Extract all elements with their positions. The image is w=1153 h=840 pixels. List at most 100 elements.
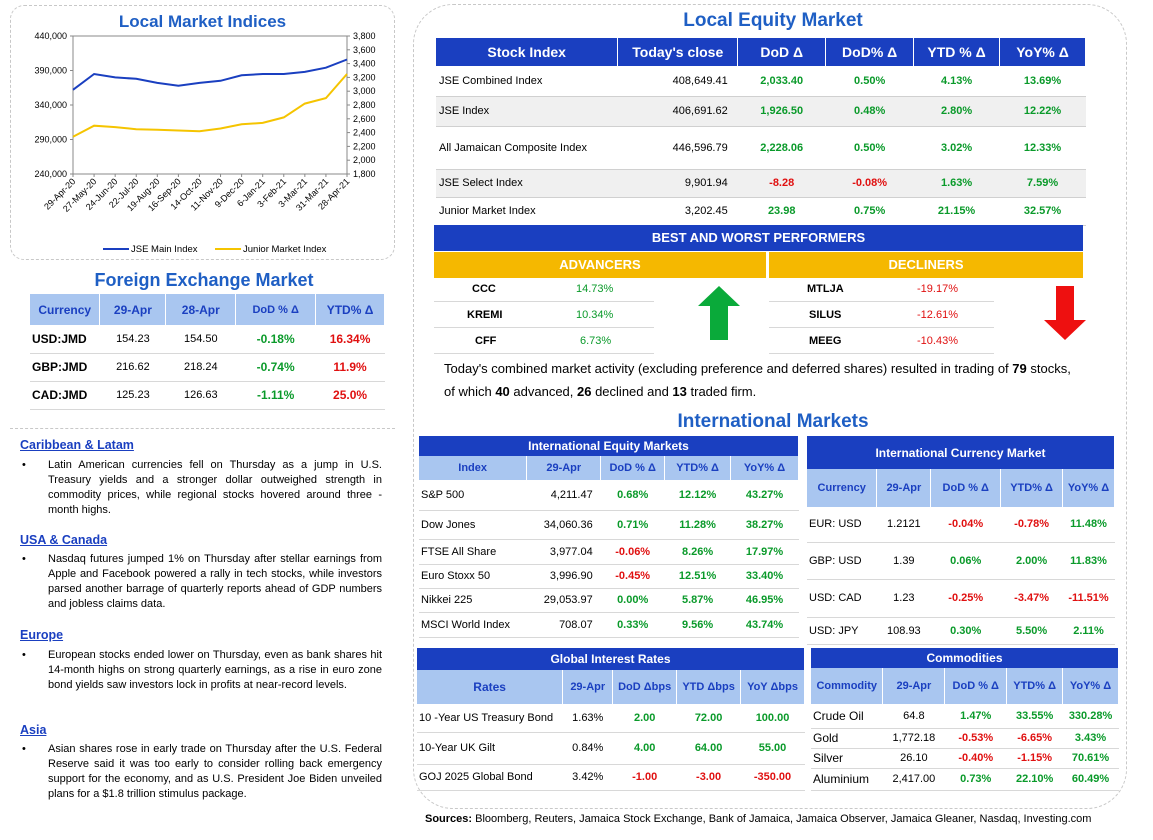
local-equity-table: Stock Index Today's close DoD Δ DoD% Δ Y… — [436, 38, 1086, 226]
equity-header: Today's close — [617, 38, 739, 66]
table-row: S&P 500 4,211.47 0.68% 12.12% 43.27% — [419, 480, 799, 511]
fx-value: 125.23 — [99, 381, 166, 410]
commodity-dod: 0.73% — [944, 768, 1007, 791]
plot-area — [72, 35, 348, 175]
table-row: Euro Stoxx 50 3,996.90 -0.45% 12.51% 33.40% — [419, 564, 799, 589]
equity-dodp: 0.50% — [825, 66, 914, 97]
advancer-symbol: KREMI — [467, 309, 503, 321]
intl-currency-dod: 0.06% — [930, 542, 1001, 580]
decliner-row: MTLJA -19.17% — [769, 276, 994, 302]
commodities-header: 29-Apr — [882, 668, 946, 704]
legend-label-junior: Junior Market Index — [243, 244, 327, 255]
fx-ytd: 11.9% — [315, 353, 385, 382]
commodity-value: 2,417.00 — [882, 768, 945, 791]
bullet-icon: • — [22, 743, 26, 755]
intl-equity-header: YoY% Δ — [730, 456, 799, 480]
decliner-value: -19.17% — [917, 283, 958, 295]
sources-text: Bloomberg, Reuters, Jamaica Stock Exchan… — [472, 813, 1092, 825]
equity-name: Junior Market Index — [436, 197, 618, 226]
rate-yoy: -350.00 — [740, 764, 805, 791]
right-tick-label: 3,200 — [353, 72, 376, 82]
down-arrow-icon — [1044, 286, 1086, 340]
table-row: Silver 26.10 -0.40% -1.15% 70.61% — [811, 748, 1119, 769]
equity-header: Stock Index — [436, 38, 619, 66]
table-row: CAD:JMD 125.23 126.63 -1.11% 25.0% — [30, 381, 385, 410]
local-equity-title: Local Equity Market — [683, 10, 863, 31]
rate-dod: 2.00 — [612, 704, 677, 733]
rate-ytd: 72.00 — [676, 704, 741, 733]
commodity-value: 64.8 — [882, 704, 945, 729]
table-row: Nikkei 225 29,053.97 0.00% 5.87% 46.95% — [419, 588, 799, 613]
fx-dod: -0.18% — [235, 325, 316, 354]
table-row: Gold 1,772.18 -0.53% -6.65% 3.43% — [811, 728, 1119, 749]
equity-dodp: 0.50% — [825, 126, 914, 170]
equity-close: 3,202.45 — [617, 197, 738, 226]
right-tick-label: 2,000 — [353, 155, 376, 165]
commodity-name: Silver — [811, 748, 883, 769]
fx-value: 126.63 — [165, 381, 236, 410]
fx-currency: USD:JMD — [30, 325, 100, 354]
table-row: MSCI World Index 708.07 0.33% 9.56% 43.74% — [419, 612, 799, 638]
commodities-table: Commodities Commodity 29-Apr DoD % Δ YTD… — [811, 648, 1119, 791]
intl-currency-header: YoY% Δ — [1062, 469, 1115, 507]
commodity-name: Aluminium — [811, 768, 883, 791]
equity-name: JSE Select Index — [436, 169, 618, 198]
up-arrow-icon — [698, 286, 740, 340]
intl-equity-ytd: 12.51% — [664, 564, 731, 589]
equity-dod: 2,228.06 — [737, 126, 826, 170]
equity-header: YTD % Δ — [913, 38, 1001, 66]
sources-footer: Sources: Bloomberg, Reuters, Jamaica Sto… — [425, 813, 1125, 825]
rates-header: 29-Apr — [562, 670, 614, 704]
equity-yoy: 12.22% — [999, 96, 1086, 127]
commodity-value: 26.10 — [882, 748, 945, 769]
news-heading-caribbean[interactable]: Caribbean & Latam — [20, 438, 134, 452]
summary-text: traded firm. — [686, 384, 757, 399]
intl-equity-value: 4,211.47 — [526, 480, 601, 511]
table-row: All Jamaican Composite Index 446,596.79 … — [436, 126, 1086, 170]
news-text: Asian shares rose in early trade on Thur… — [48, 743, 382, 800]
market-summary: Today's combined market activity (exclud… — [444, 357, 1084, 403]
decliner-symbol: MTLJA — [807, 283, 844, 295]
advancer-value: 6.73% — [580, 335, 612, 347]
intl-currency-name: GBP: USD — [807, 542, 877, 580]
legend-label-main: JSE Main Index — [131, 244, 198, 255]
rate-value: 1.63% — [562, 704, 613, 733]
table-row: GBP:JMD 216.62 218.24 -0.74% 11.9% — [30, 353, 385, 382]
fx-table: Currency 29-Apr 28-Apr DoD % Δ YTD% Δ US… — [30, 294, 385, 410]
advancer-symbol: CCC — [472, 283, 496, 295]
equity-yoy: 7.59% — [999, 169, 1086, 198]
equity-yoy: 13.69% — [999, 66, 1086, 97]
table-row: USD:JMD 154.23 154.50 -0.18% 16.34% — [30, 325, 385, 354]
intl-equity-title: International Equity Markets — [419, 436, 799, 456]
bullet-icon: • — [22, 649, 26, 661]
intl-equity-header: 29-Apr — [526, 456, 602, 480]
intl-equity-value: 3,996.90 — [526, 564, 601, 589]
right-tick-label: 1,800 — [353, 169, 376, 179]
intl-currency-header: DoD % Δ — [930, 469, 1002, 507]
news-heading-asia[interactable]: Asia — [20, 723, 47, 737]
sources-label: Sources: — [425, 813, 473, 825]
rates-header: YoY Δbps — [740, 670, 805, 704]
commodity-name: Crude Oil — [811, 704, 883, 729]
news-heading-usa-canada[interactable]: USA & Canada — [20, 533, 108, 547]
table-row: Aluminium 2,417.00 0.73% 22.10% 60.49% — [811, 768, 1119, 791]
table-row: Dow Jones 34,060.36 0.71% 11.28% 38.27% — [419, 510, 799, 540]
equity-dod: 23.98 — [737, 197, 826, 226]
equity-yoy: 32.57% — [999, 197, 1086, 226]
equity-close: 9,901.94 — [617, 169, 738, 198]
fx-header: DoD % Δ — [235, 294, 317, 325]
table-row: JSE Index 406,691.62 1,926.50 0.48% 2.80… — [436, 96, 1086, 127]
commodity-yoy: 60.49% — [1062, 768, 1119, 791]
fx-value: 154.50 — [165, 325, 236, 354]
table-row: JSE Select Index 9,901.94 -8.28 -0.08% 1… — [436, 169, 1086, 198]
intl-equity-yoy: 17.97% — [730, 539, 799, 565]
equity-dod: 2,033.40 — [737, 66, 826, 97]
news-heading-europe[interactable]: Europe — [20, 628, 64, 642]
table-row: FTSE All Share 3,977.04 -0.06% 8.26% 17.97% — [419, 539, 799, 565]
fx-header: Currency — [30, 294, 101, 325]
intl-equity-name: Dow Jones — [419, 510, 527, 540]
equity-name: JSE Combined Index — [436, 66, 618, 97]
fx-header: 29-Apr — [99, 294, 167, 325]
local-market-indices-chart: Local Market Indices 440,000 390,000 340,0… — [10, 5, 395, 260]
equity-ytd: 4.13% — [913, 66, 1000, 97]
